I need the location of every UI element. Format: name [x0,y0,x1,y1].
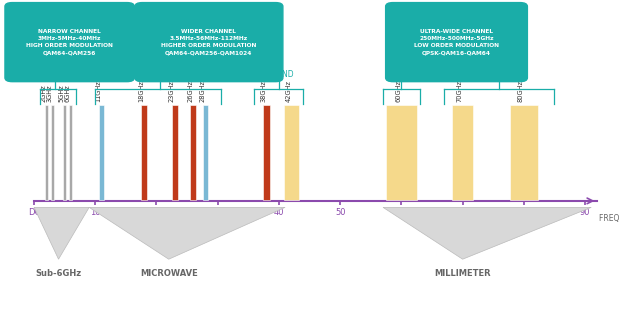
Bar [452,105,474,200]
Bar [51,105,54,200]
Text: NARROW CHANNEL
3MHz-5MHz-40MHz
HIGH ORDER MODULATION
QAM64-QAM256: NARROW CHANNEL 3MHz-5MHz-40MHz HIGH ORDE… [26,29,113,55]
FancyBboxPatch shape [5,3,134,82]
Polygon shape [89,207,285,259]
Bar [203,105,208,200]
Text: 6GHz: 6GHz [65,84,71,102]
Bar [98,105,104,200]
Text: Sub-6GHz: Sub-6GHz [35,269,82,278]
Bar [386,105,417,200]
Bar [510,105,538,200]
Text: Q-BAND: Q-BAND [264,70,294,79]
Polygon shape [383,207,591,259]
Text: E-BAND: E-BAND [485,70,514,79]
Text: 60GHz: 60GHz [396,80,401,102]
Bar [263,105,271,200]
Bar [63,105,66,200]
Text: FREQ (GHz): FREQ (GHz) [599,214,619,223]
Text: V-BAND: V-BAND [387,70,416,79]
FancyBboxPatch shape [386,3,527,82]
Text: S,C-BAND: S,C-BAND [37,70,74,79]
Text: 18GHz: 18GHz [138,80,144,102]
Bar [284,105,299,200]
Text: 23GHz: 23GHz [169,80,175,102]
Text: MICROWAVE: MICROWAVE [140,269,197,278]
Text: 11GHz: 11GHz [95,80,102,102]
Bar [45,105,48,200]
Text: 2GHz: 2GHz [40,84,46,102]
Text: 26GHz: 26GHz [187,80,193,102]
Text: 42GHz: 42GHz [285,80,291,102]
Text: 80GHz: 80GHz [518,80,524,102]
Bar [69,105,72,200]
Text: 70GHz: 70GHz [457,80,462,102]
Text: 38GHz: 38GHz [261,80,267,102]
Text: ULTRA-WIDE CHANNEL
250MHz-500MHz-5GHz
LOW ORDER MODULATION
QPSK-QAM16-QAM64: ULTRA-WIDE CHANNEL 250MHz-500MHz-5GHz LO… [414,29,499,55]
Text: 28GHz: 28GHz [199,80,206,102]
Bar [172,105,178,200]
Text: MILLIMETER: MILLIMETER [435,269,491,278]
Bar [191,105,196,200]
Text: WIDER CHANNEL
3.5MHz-56MHz-112MHz
HIGHER ORDER MODULATION
QAM64-QAM256-QAM1024: WIDER CHANNEL 3.5MHz-56MHz-112MHz HIGHER… [161,29,257,55]
FancyBboxPatch shape [135,3,283,82]
Text: 3GHz: 3GHz [46,84,53,102]
Bar [142,105,147,200]
Polygon shape [34,207,89,259]
Text: C,Ku, K, Ka-BAND: C,Ku, K, Ka-BAND [127,70,193,79]
Text: 5GHz: 5GHz [59,84,64,102]
